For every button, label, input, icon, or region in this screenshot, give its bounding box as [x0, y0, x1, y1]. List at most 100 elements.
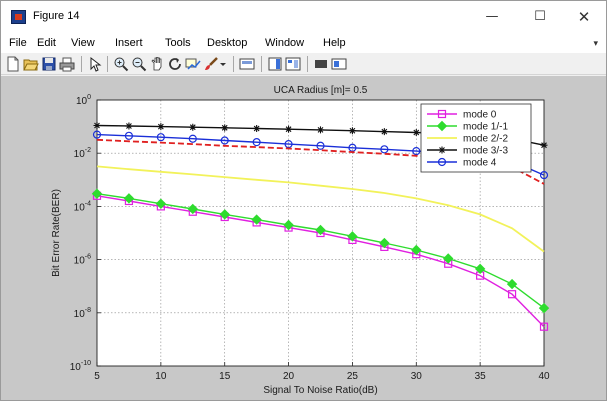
menu-window[interactable]: Window — [265, 37, 305, 49]
data-cursor-icon[interactable] — [185, 56, 201, 72]
link-plot-icon[interactable] — [239, 56, 255, 72]
series-1 — [91, 188, 550, 314]
data-point — [437, 157, 447, 167]
toolbar-separator — [307, 56, 308, 72]
legend-icon[interactable] — [285, 56, 301, 72]
toolbar-separator — [81, 56, 82, 72]
data-point — [316, 141, 325, 150]
x-tick-label: 25 — [347, 371, 359, 382]
data-point — [443, 253, 454, 264]
x-tick-label: 30 — [411, 371, 423, 382]
new-figure-icon[interactable] — [5, 56, 21, 72]
legend-entry: mode 1/-1 — [463, 122, 508, 133]
legend-entry: mode 3/-3 — [463, 146, 508, 157]
hide-plot-tools-icon[interactable] — [313, 56, 329, 72]
y-axis-label: Bit Error Rate(BER) — [51, 189, 62, 277]
legend-entry: mode 2/-2 — [463, 134, 508, 145]
pan-icon[interactable] — [149, 56, 165, 72]
menu-bar: File Edit View Insert Tools Desktop Wind… — [1, 33, 606, 53]
close-button[interactable]: ✕ — [577, 8, 591, 26]
menu-view[interactable]: View — [71, 37, 95, 49]
brush-dropdown-icon[interactable] — [219, 56, 227, 72]
data-point — [412, 146, 421, 156]
x-tick-label: 40 — [538, 371, 550, 382]
data-point — [315, 224, 326, 236]
y-tick-label: 10-4 — [74, 200, 91, 213]
x-tick-label: 15 — [219, 371, 231, 382]
open-file-icon[interactable] — [23, 56, 39, 72]
x-tick-label: 10 — [155, 371, 167, 382]
axes-frame — [96, 99, 545, 367]
data-point — [252, 138, 261, 147]
brush-icon[interactable] — [203, 56, 219, 72]
data-point — [538, 302, 550, 314]
minimize-button[interactable]: — — [485, 9, 499, 24]
data-point — [412, 129, 420, 137]
figure-canvas: UCA Radius [m]= 0.5 Signal To Noise Rati… — [1, 76, 606, 400]
y-tick-label: 10-6 — [74, 254, 91, 267]
data-point — [188, 134, 197, 143]
data-point — [317, 126, 324, 134]
data-point — [507, 290, 517, 299]
figure-toolbar — [1, 53, 606, 75]
y-tick-label: 10-2 — [74, 147, 91, 160]
data-point — [125, 122, 133, 130]
data-point — [437, 109, 447, 119]
data-point — [283, 219, 294, 231]
title-bar[interactable]: Figure 14 — ☐ ✕ — [1, 1, 606, 33]
toolbar-separator — [107, 56, 108, 72]
data-point — [156, 133, 165, 142]
y-tick-label: 10-8 — [74, 307, 91, 320]
data-point — [380, 145, 389, 154]
zoom-out-icon[interactable] — [131, 56, 147, 72]
data-point — [380, 128, 388, 136]
x-tick-label: 5 — [94, 371, 100, 382]
data-point — [411, 244, 422, 256]
data-point — [379, 237, 390, 249]
data-point — [253, 124, 261, 132]
matlab-figure-icon — [11, 10, 26, 24]
series-2 — [96, 165, 545, 253]
menu-overflow-icon[interactable]: ▾ — [593, 38, 598, 48]
print-icon[interactable] — [59, 56, 75, 72]
data-point — [219, 209, 230, 220]
x-axis-label: Signal To Noise Ratio(dB) — [263, 385, 377, 396]
data-point — [189, 123, 197, 131]
menu-help[interactable]: Help — [323, 37, 346, 49]
data-point — [438, 146, 446, 154]
data-point — [540, 141, 548, 149]
y-tick-label: 100 — [76, 94, 91, 107]
data-point — [157, 123, 165, 131]
data-point — [539, 322, 549, 331]
colorbar-icon[interactable] — [267, 56, 283, 72]
data-point — [251, 214, 262, 225]
data-point — [124, 131, 134, 140]
chart-title: UCA Radius [m]= 0.5 — [274, 85, 368, 96]
zoom-in-icon[interactable] — [113, 56, 129, 72]
menu-insert[interactable]: Insert — [115, 37, 143, 49]
menu-file[interactable]: File — [9, 37, 27, 49]
data-point — [474, 263, 486, 275]
menu-edit[interactable]: Edit — [37, 37, 56, 49]
data-point — [539, 171, 549, 180]
ber-plot[interactable]: UCA Radius [m]= 0.5 Signal To Noise Rati… — [1, 76, 606, 400]
data-point — [187, 203, 198, 215]
legend-entry: mode 0 — [463, 110, 497, 121]
data-point — [436, 120, 448, 132]
save-icon[interactable] — [41, 56, 57, 72]
maximize-button[interactable]: ☐ — [534, 9, 546, 24]
data-point — [91, 188, 103, 199]
select-arrow-icon[interactable] — [87, 56, 103, 72]
x-tick-label: 20 — [283, 371, 295, 382]
data-point — [92, 130, 102, 139]
rotate-3d-icon[interactable] — [167, 56, 183, 72]
menu-desktop[interactable]: Desktop — [207, 37, 248, 49]
series-line — [96, 165, 545, 253]
data-point — [506, 278, 518, 290]
toolbar-separator — [233, 56, 234, 72]
data-point — [284, 139, 293, 149]
legend-entry: mode 4 — [463, 158, 497, 169]
menu-tools[interactable]: Tools — [165, 37, 191, 49]
show-plot-tools-icon[interactable] — [331, 56, 347, 72]
